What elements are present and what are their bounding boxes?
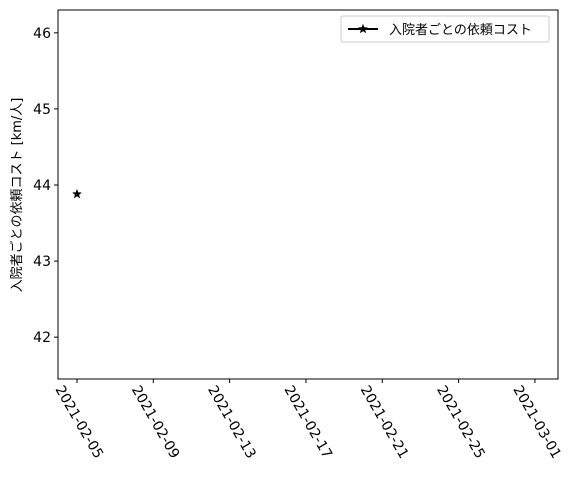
data-point-star-marker (71, 188, 83, 199)
legend-box (340, 15, 550, 43)
legend: 入院者ごとの依頼コスト (340, 15, 550, 43)
x-tick-label: 2021-02-05 (52, 383, 107, 461)
y-axis: 42 43 44 45 46 (33, 26, 58, 346)
x-tick-label: 2021-03-01 (509, 383, 564, 461)
x-tick-label: 2021-02-13 (204, 383, 259, 461)
legend-star-icon (357, 23, 369, 34)
y-tick-label: 42 (33, 330, 51, 346)
y-tick-label: 44 (33, 178, 51, 194)
legend-entry-label: 入院者ごとの依頼コスト (389, 22, 532, 38)
y-tick-label: 43 (33, 254, 51, 270)
x-tick-label: 2021-02-09 (128, 383, 183, 461)
plot-area (57, 9, 559, 380)
y-tick-label: 46 (33, 26, 51, 42)
x-tick-label: 2021-02-17 (280, 383, 335, 461)
x-tick-label: 2021-02-21 (357, 383, 412, 461)
x-tick-label: 2021-02-25 (433, 383, 488, 461)
y-axis-label: 入院者ごとの依頼コスト [km/人] (9, 98, 25, 293)
series-layer (71, 188, 83, 199)
x-axis: 2021-02-05 2021-02-09 2021-02-13 2021-02-17… (52, 379, 564, 461)
y-tick-label: 45 (33, 102, 51, 118)
